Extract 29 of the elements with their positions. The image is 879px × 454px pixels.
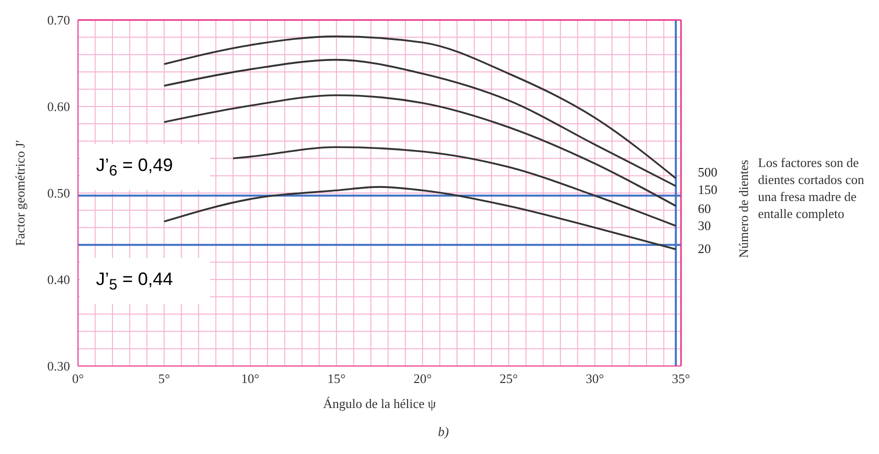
- annotation: J’$_{6}$ = 0,49: [96, 154, 173, 180]
- x-tick-label: 35°: [672, 371, 690, 386]
- x-axis-title: Ángulo de la hélice ψ: [323, 396, 436, 411]
- x-tick-label: 25°: [500, 371, 518, 386]
- series-label: 500: [698, 164, 718, 180]
- x-tick-label: 0°: [72, 371, 84, 386]
- series-label: 20: [698, 241, 711, 256]
- series-label: 150: [698, 182, 718, 198]
- x-tick-label: 15°: [327, 371, 346, 386]
- line-series: [163, 186, 677, 250]
- text: Los factores son de dientes cortados con una fresa madre de entalle completo: [758, 154, 866, 222]
- text-box: J’$_{5}$ = 0,44: [80, 258, 210, 304]
- line-series: [232, 146, 677, 227]
- series-label: 60: [698, 200, 711, 216]
- y2-axis-title: Número de dientes: [736, 160, 752, 258]
- y-axis-title: Factor geométrico J′: [12, 140, 28, 246]
- x-tick-label: 20°: [413, 371, 432, 386]
- text-box: J’$_{6}$ = 0,49: [80, 144, 210, 190]
- y-tick-label: 0.30: [47, 358, 70, 374]
- x-tick-label: 5°: [158, 371, 170, 386]
- y-tick-label: 0.70: [47, 12, 70, 28]
- x-tick-label: 10°: [241, 371, 260, 386]
- y-tick-label: 0.40: [47, 272, 70, 288]
- x-tick-label: 30°: [586, 371, 604, 386]
- annotation: J’$_{5}$ = 0,44: [96, 268, 173, 294]
- y-tick-label: 0.50: [47, 186, 70, 201]
- text: b): [438, 424, 449, 440]
- y-tick-label: 0.60: [47, 99, 70, 114]
- series-label: 30: [698, 218, 711, 233]
